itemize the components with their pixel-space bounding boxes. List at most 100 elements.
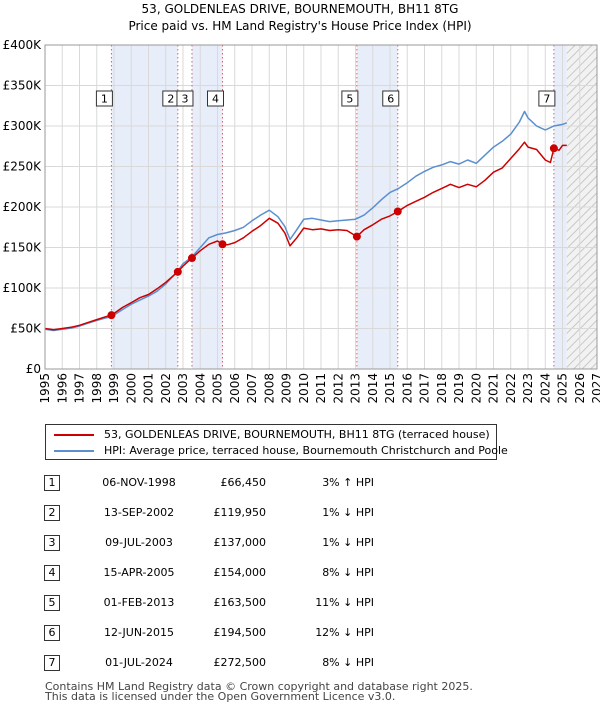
sale-point bbox=[352, 232, 361, 241]
x-tick-label: 2011 bbox=[314, 373, 328, 404]
x-tick-label: 1999 bbox=[107, 373, 121, 404]
x-tick-label: 1996 bbox=[55, 373, 69, 404]
x-tick-label: 2024 bbox=[538, 373, 552, 404]
transaction-date: 01-FEB-2013 bbox=[103, 596, 175, 609]
table-row: 4 15-APR-2005 £154,000 8% ↓ HPI bbox=[44, 565, 564, 585]
legend-item-property: 53, GOLDENLEAS DRIVE, BOURNEMOUTH, BH11 … bbox=[54, 428, 490, 442]
table-row: 7 01-JUL-2024 £272,500 8% ↓ HPI bbox=[44, 655, 564, 675]
x-tick-label: 2025 bbox=[556, 373, 570, 404]
plot-frame bbox=[44, 44, 598, 370]
x-tick-label: 2016 bbox=[400, 373, 414, 404]
x-tick-label: 2009 bbox=[280, 373, 294, 404]
legend-label-hpi: HPI: Average price, terraced house, Bour… bbox=[104, 444, 508, 457]
table-row: 5 01-FEB-2013 £163,500 11% ↓ HPI bbox=[44, 595, 564, 615]
y-tick-label: £200K bbox=[3, 200, 43, 214]
x-tick-label: 2017 bbox=[418, 373, 432, 404]
x-tick-label: 2000 bbox=[124, 373, 138, 404]
sale-point bbox=[187, 254, 196, 263]
y-tick-label: £150K bbox=[3, 241, 43, 255]
table-row: 2 13-SEP-2002 £119,950 1% ↓ HPI bbox=[44, 505, 564, 525]
x-tick-label: 2026 bbox=[573, 373, 587, 404]
y-tick-label: £0 bbox=[26, 362, 41, 376]
transaction-price: £119,950 bbox=[213, 506, 267, 519]
transaction-number-badge: 6 bbox=[44, 625, 60, 641]
y-tick-label: £350K bbox=[3, 79, 43, 93]
chart-legend: 53, GOLDENLEAS DRIVE, BOURNEMOUTH, BH11 … bbox=[45, 424, 508, 460]
sale-number-label: 1 bbox=[101, 93, 108, 106]
transaction-date: 09-JUL-2003 bbox=[105, 536, 173, 549]
transaction-price: £66,450 bbox=[220, 476, 267, 489]
x-tick-label: 1998 bbox=[90, 373, 104, 404]
transaction-hpi-diff: 1% ↓ HPI bbox=[322, 536, 374, 549]
sale-point bbox=[173, 267, 182, 276]
sale-point bbox=[218, 240, 227, 249]
x-tick-label: 2027 bbox=[590, 373, 600, 404]
table-row: 1 06-NOV-1998 £66,450 3% ↑ HPI bbox=[44, 475, 564, 495]
sale-number-box bbox=[95, 90, 113, 107]
y-tick-label: £300K bbox=[3, 119, 43, 133]
sale-point bbox=[549, 144, 558, 153]
transaction-price: £272,500 bbox=[213, 656, 267, 669]
x-tick-label: 2022 bbox=[504, 373, 518, 404]
table-row: 3 09-JUL-2003 £137,000 1% ↓ HPI bbox=[44, 535, 564, 555]
y-tick-label: £250K bbox=[3, 160, 43, 174]
transaction-hpi-diff: 8% ↓ HPI bbox=[322, 566, 374, 579]
transaction-number-badge: 1 bbox=[44, 475, 60, 491]
transaction-price: £194,500 bbox=[213, 626, 267, 639]
x-tick-label: 1995 bbox=[38, 373, 52, 404]
sale-number-box bbox=[341, 90, 359, 107]
transaction-date: 06-NOV-1998 bbox=[102, 476, 176, 489]
transaction-date: 12-JUN-2015 bbox=[103, 626, 175, 639]
x-tick-label: 2005 bbox=[211, 373, 225, 404]
transaction-hpi-diff: 1% ↓ HPI bbox=[322, 506, 374, 519]
copyright-footer: Contains HM Land Registry data © Crown c… bbox=[45, 680, 473, 703]
transaction-price: £163,500 bbox=[213, 596, 267, 609]
legend-item-hpi: HPI: Average price, terraced house, Bour… bbox=[54, 444, 508, 458]
y-tick-label: £50K bbox=[10, 322, 42, 336]
x-tick-label: 2004 bbox=[193, 373, 207, 404]
x-tick-label: 2014 bbox=[366, 373, 380, 404]
x-tick-label: 1997 bbox=[73, 373, 87, 404]
sale-number-box bbox=[538, 90, 556, 107]
sale-number-label: 5 bbox=[346, 93, 353, 106]
x-tick-label: 2007 bbox=[245, 373, 259, 404]
legend-swatch-property bbox=[54, 434, 94, 436]
x-tick-label: 2021 bbox=[487, 373, 501, 404]
legend-swatch-hpi bbox=[54, 450, 94, 452]
x-tick-label: 2015 bbox=[383, 373, 397, 404]
footer-line-2: This data is licensed under the Open Gov… bbox=[45, 690, 396, 703]
transaction-date: 01-JUL-2024 bbox=[105, 656, 173, 669]
transaction-price: £154,000 bbox=[213, 566, 267, 579]
y-tick-label: £400K bbox=[3, 38, 43, 52]
legend-label-property: 53, GOLDENLEAS DRIVE, BOURNEMOUTH, BH11 … bbox=[104, 428, 490, 441]
sale-number-label: 6 bbox=[387, 93, 394, 106]
x-tick-label: 2002 bbox=[159, 373, 173, 404]
footer-line-1: Contains HM Land Registry data © Crown c… bbox=[45, 680, 473, 693]
y-tick-label: £100K bbox=[3, 281, 43, 295]
transaction-number-badge: 3 bbox=[44, 535, 60, 551]
x-tick-label: 2013 bbox=[349, 373, 363, 404]
table-row: 6 12-JUN-2015 £194,500 12% ↓ HPI bbox=[44, 625, 564, 645]
sale-number-label: 4 bbox=[212, 93, 219, 106]
transaction-number-badge: 4 bbox=[44, 565, 60, 581]
sale-number-box bbox=[382, 90, 400, 107]
sale-number-label: 7 bbox=[543, 93, 550, 106]
x-tick-label: 2006 bbox=[228, 373, 242, 404]
x-tick-label: 2008 bbox=[262, 373, 276, 404]
transaction-hpi-diff: 8% ↓ HPI bbox=[322, 656, 374, 669]
sale-number-box bbox=[207, 90, 225, 107]
transaction-number-badge: 5 bbox=[44, 595, 60, 611]
price-chart: 53, GOLDENLEAS DRIVE, BOURNEMOUTH, BH11 … bbox=[3, 2, 600, 404]
x-tick-label: 2019 bbox=[452, 373, 466, 404]
sale-point bbox=[393, 207, 402, 216]
hpi-line bbox=[44, 110, 568, 332]
transaction-date: 15-APR-2005 bbox=[103, 566, 175, 579]
transaction-price: £137,000 bbox=[213, 536, 267, 549]
transaction-date: 13-SEP-2002 bbox=[103, 506, 175, 519]
x-tick-label: 2020 bbox=[469, 373, 483, 404]
chart-subtitle: Price paid vs. HM Land Registry's House … bbox=[128, 19, 471, 33]
transaction-number-badge: 2 bbox=[44, 505, 60, 521]
transaction-hpi-diff: 3% ↑ HPI bbox=[322, 476, 374, 489]
transaction-number-badge: 7 bbox=[44, 655, 60, 671]
x-tick-label: 2010 bbox=[297, 373, 311, 404]
